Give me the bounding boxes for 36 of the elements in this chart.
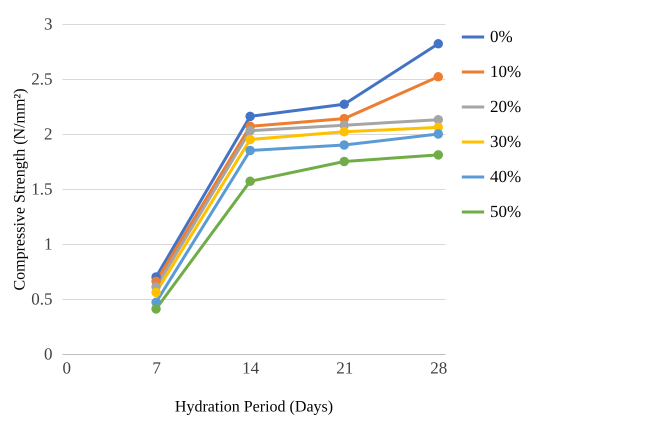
y-tick-label: 2 [44,124,52,144]
point [339,100,349,110]
point [339,140,349,150]
point [151,304,161,314]
y-tick-label: 2.5 [31,70,52,88]
point [245,146,255,156]
y-tick-label: 1 [44,234,52,254]
legend-label: 10% [490,62,522,81]
x-tick-label: 28 [430,358,448,378]
point [434,114,444,124]
point [434,150,444,160]
point [245,112,255,122]
point [339,127,349,137]
legend-label: 0% [490,27,513,46]
x-tick-label: 7 [152,358,162,378]
legend-label: 20% [490,97,522,116]
point [434,129,444,139]
x-axis-title: Hydration Period (Days) [174,398,334,416]
y-tick-label: 1.5 [31,180,52,198]
y-tick-label: 3 [44,14,52,34]
point [245,176,255,186]
y-tick-label: 0 [44,344,52,364]
x-tick-label: 0 [62,358,71,378]
point [434,39,444,49]
legend-label: 40% [490,167,522,186]
point [245,126,255,136]
x-tick-label: 21 [336,358,354,378]
y-tick-label: 0.5 [31,290,52,308]
legend-label: 50% [490,202,522,221]
point [245,134,255,144]
point [151,288,161,298]
y-axis-title: Compressive Strength (N/mm²) [11,88,28,291]
x-tick-label: 14 [242,358,260,378]
point [434,72,444,82]
legend-label: 30% [490,132,522,151]
point [339,156,349,166]
